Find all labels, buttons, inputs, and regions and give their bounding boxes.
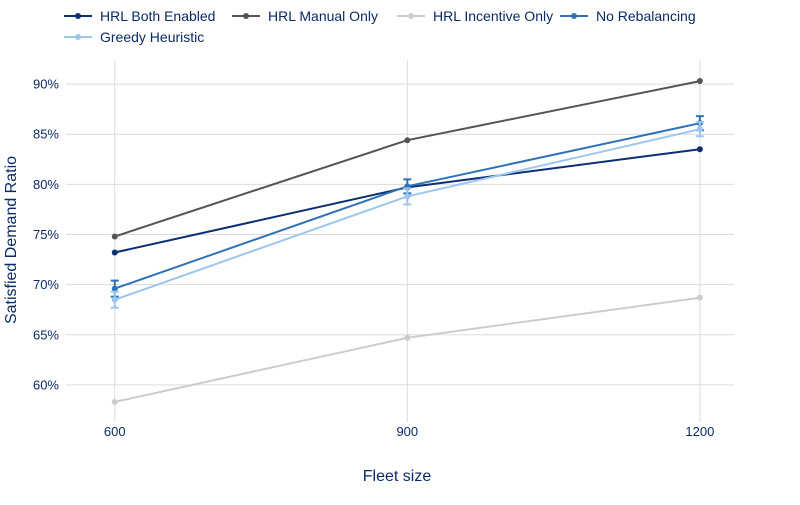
data-point: [111, 285, 118, 292]
data-point: [404, 193, 411, 200]
series: [111, 294, 703, 405]
legend-swatch-marker: [75, 34, 81, 40]
series: [110, 121, 704, 309]
legend-label: HRL Both Enabled: [100, 8, 215, 24]
legend-swatch-marker: [243, 13, 249, 19]
legend-label: Greedy Heuristic: [100, 29, 204, 45]
y-tick-label: 70%: [33, 277, 59, 292]
legend-item: HRL Manual Only: [232, 8, 378, 24]
data-point: [111, 233, 118, 240]
legend-swatch-marker: [408, 13, 414, 19]
y-tick-label: 60%: [33, 377, 59, 392]
x-tick-label: 1200: [685, 424, 714, 439]
data-point: [696, 78, 703, 85]
y-tick-label: 75%: [33, 227, 59, 242]
legend-item: No Rebalancing: [560, 8, 696, 24]
legend-swatch-marker: [75, 13, 81, 19]
data-point: [696, 294, 703, 301]
data-point: [696, 146, 703, 153]
data-point: [696, 126, 703, 133]
data-point: [111, 296, 118, 303]
y-axis-title: Satisfied Demand Ratio: [3, 156, 20, 324]
y-tick-label: 80%: [33, 177, 59, 192]
legend-item: HRL Both Enabled: [64, 8, 215, 24]
series: [111, 78, 703, 240]
grid: [66, 60, 734, 422]
series-group: [110, 78, 704, 405]
data-point: [111, 398, 118, 405]
x-axis-title: Fleet size: [363, 468, 432, 485]
legend: HRL Both Enabled HRL Manual Only HRL Incen…: [64, 8, 696, 45]
data-point: [404, 334, 411, 341]
y-tick-label: 85%: [33, 127, 59, 142]
y-axis-ticks: 60% 65% 70% 75% 80% 85% 90%: [33, 77, 59, 393]
legend-item: Greedy Heuristic: [64, 29, 204, 45]
y-tick-label: 65%: [33, 327, 59, 342]
x-axis-ticks: 600 900 1200: [104, 424, 714, 439]
data-point: [404, 137, 411, 144]
y-tick-label: 90%: [33, 77, 59, 92]
legend-swatch-marker: [571, 13, 577, 19]
x-tick-label: 600: [104, 424, 126, 439]
legend-label: HRL Incentive Only: [433, 8, 553, 24]
data-point: [111, 249, 118, 256]
legend-item: HRL Incentive Only: [397, 8, 553, 24]
x-tick-label: 900: [396, 424, 418, 439]
legend-label: No Rebalancing: [596, 8, 696, 24]
legend-label: HRL Manual Only: [268, 8, 378, 24]
